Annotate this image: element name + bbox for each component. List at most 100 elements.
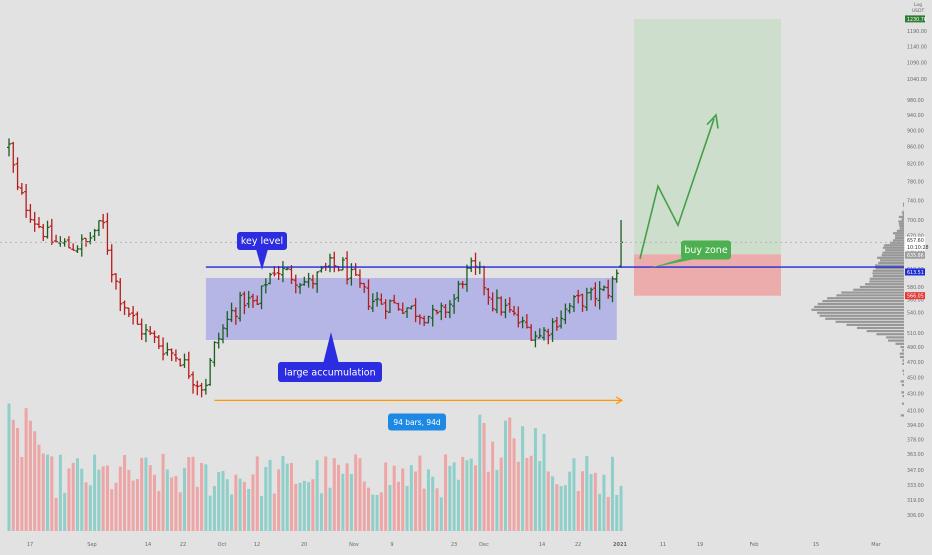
volume-bar bbox=[598, 494, 601, 531]
ohlc-bar bbox=[341, 257, 345, 270]
volume-bar bbox=[25, 408, 28, 531]
volume-profile-bar bbox=[872, 272, 906, 274]
volume-bar bbox=[560, 486, 563, 531]
volume-bar bbox=[290, 463, 293, 531]
price-tick-label: 410.00 bbox=[907, 409, 924, 415]
volume-bar bbox=[209, 496, 212, 531]
price-label-text: 635.86 bbox=[907, 253, 924, 259]
volume-profile-bar bbox=[880, 259, 906, 261]
price-tick-label: 430.00 bbox=[907, 392, 924, 398]
time-tick-label: Mar bbox=[871, 542, 881, 548]
price-label-tag: 566.05 bbox=[905, 292, 925, 299]
volume-bar bbox=[555, 484, 558, 531]
ohlc-bar bbox=[144, 324, 148, 342]
axis-header-label: Log bbox=[914, 2, 922, 8]
price-tick-label: 333.00 bbox=[907, 483, 924, 489]
volume-bar bbox=[329, 488, 332, 531]
ohlc-bar bbox=[153, 331, 157, 343]
ohlc-bar bbox=[178, 358, 182, 366]
volume-bar bbox=[239, 479, 242, 531]
price-label-tag: 657.60 bbox=[905, 237, 925, 244]
volume-bar bbox=[581, 471, 584, 531]
volume-bar bbox=[16, 428, 19, 531]
volume-bar bbox=[615, 495, 618, 531]
volume-profile-bar bbox=[836, 321, 906, 323]
ohlc-bar bbox=[97, 220, 101, 235]
volume-bar bbox=[547, 471, 550, 531]
volume-bar bbox=[307, 482, 310, 531]
time-axis-bg bbox=[0, 532, 932, 550]
time-tick-label: 9 bbox=[390, 542, 393, 548]
volume-bar bbox=[251, 474, 254, 531]
ohlc-bar bbox=[204, 379, 208, 395]
volume-bar bbox=[568, 472, 571, 531]
volume-profile-bar bbox=[827, 297, 906, 299]
range-measure-callout-text: 94 bars, 94d bbox=[393, 418, 441, 427]
volume-bar bbox=[461, 457, 464, 531]
volume-bar bbox=[367, 488, 370, 531]
price-tick-label: 319.00 bbox=[907, 498, 924, 504]
ohlc-bar bbox=[80, 234, 84, 256]
volume-bar bbox=[213, 486, 216, 531]
volume-profile-bar bbox=[865, 283, 906, 285]
price-label-text: 613.51 bbox=[907, 270, 924, 276]
volume-bar bbox=[311, 479, 314, 531]
volume-bar bbox=[380, 492, 383, 531]
volume-bar bbox=[363, 482, 366, 531]
ohlc-bar bbox=[157, 335, 161, 349]
volume-bar bbox=[414, 471, 417, 531]
price-tick-label: 780.00 bbox=[907, 180, 924, 186]
volume-bar bbox=[299, 483, 302, 531]
volume-bar bbox=[59, 455, 62, 531]
volume-bar bbox=[491, 442, 494, 531]
volume-bar bbox=[127, 470, 130, 531]
ohlc-bar bbox=[131, 306, 135, 324]
volume-bar bbox=[179, 492, 182, 531]
key-level-callout-text: key level bbox=[241, 236, 283, 247]
stop-zone-box bbox=[634, 254, 781, 295]
volume-profile-bar bbox=[885, 249, 906, 251]
volume-bar bbox=[183, 468, 186, 531]
ohlc-bar bbox=[20, 183, 24, 195]
volume-bar bbox=[602, 475, 605, 531]
ohlc-bar bbox=[24, 184, 28, 218]
time-tick-label: 23 bbox=[451, 542, 457, 548]
volume-profile-bar bbox=[873, 275, 906, 277]
volume-bar bbox=[63, 493, 66, 531]
price-tick-label: 1040.00 bbox=[907, 77, 927, 83]
volume-bar bbox=[316, 460, 319, 531]
ohlc-bar bbox=[182, 354, 186, 368]
ohlc-bar bbox=[93, 229, 97, 241]
volume-bar bbox=[85, 482, 88, 531]
volume-profile-bar bbox=[811, 309, 906, 311]
price-tick-label: 860.00 bbox=[907, 145, 924, 151]
price-axis[interactable]: LogUSDT1190.001140.001090.001040.00980.0… bbox=[904, 0, 932, 532]
ohlc-bar bbox=[474, 253, 478, 275]
volume-bar bbox=[448, 466, 451, 531]
axis-header-label: USDT bbox=[912, 8, 925, 14]
price-tick-label: 900.00 bbox=[907, 129, 924, 135]
volume-bar bbox=[457, 480, 460, 531]
volume-bar bbox=[46, 455, 49, 531]
volume-bar bbox=[607, 497, 610, 531]
ohlc-bar bbox=[46, 221, 50, 239]
volume-bar bbox=[324, 456, 327, 531]
volume-bar bbox=[80, 469, 83, 531]
ohlc-bar bbox=[212, 341, 216, 366]
volume-bar bbox=[281, 456, 284, 531]
ohlc-bar bbox=[114, 273, 118, 289]
volume-bar bbox=[20, 457, 23, 531]
ohlc-bar bbox=[354, 263, 358, 276]
price-tick-label: 450.00 bbox=[907, 376, 924, 382]
volume-bar bbox=[89, 485, 92, 531]
volume-bar bbox=[37, 445, 40, 531]
price-tick-label: 540.00 bbox=[907, 311, 924, 317]
ohlc-bar bbox=[33, 212, 37, 232]
volume-profile-bar bbox=[825, 318, 906, 320]
volume-bar bbox=[162, 454, 165, 531]
volume-bar bbox=[534, 428, 537, 531]
volume-bar bbox=[192, 457, 195, 531]
